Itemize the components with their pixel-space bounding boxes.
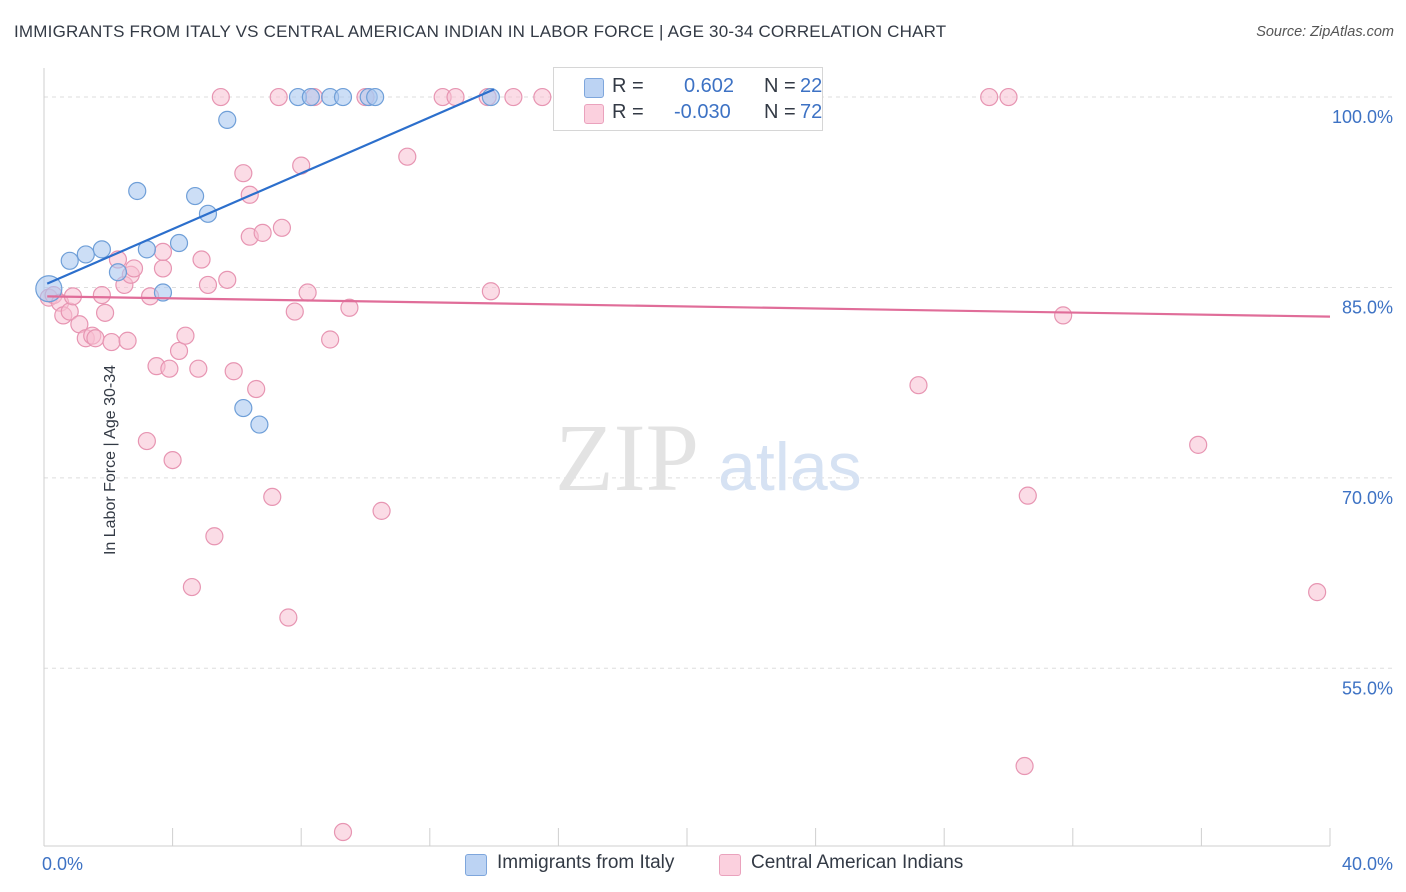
point-central-american-indians bbox=[95, 303, 115, 322]
point-central-american-indians bbox=[153, 259, 173, 278]
chart-title: IMMIGRANTS FROM ITALY VS CENTRAL AMERICA… bbox=[14, 22, 947, 41]
point-central-american-indians bbox=[218, 270, 237, 289]
point-central-american-indians bbox=[980, 87, 999, 107]
y-tick-label: 55.0% bbox=[1342, 678, 1393, 698]
point-central-american-indians bbox=[224, 362, 243, 381]
point-central-american-indians bbox=[372, 501, 391, 520]
point-central-american-indians bbox=[182, 577, 201, 597]
point-central-american-indians bbox=[118, 331, 137, 350]
point-immigrants-from-italy bbox=[366, 87, 385, 107]
point-central-american-indians bbox=[1308, 583, 1327, 602]
legend-r-label-central-american: R = bbox=[612, 101, 644, 123]
legend-r-value-central-american: -0.030 bbox=[674, 101, 731, 123]
point-immigrants-from-italy bbox=[333, 87, 353, 107]
point-central-american-indians bbox=[205, 527, 224, 546]
bottom-legend-swatch-central-american bbox=[719, 854, 741, 876]
point-central-american-indians bbox=[1018, 486, 1037, 505]
legend-n-label-central-american: N = bbox=[764, 101, 796, 123]
x-tick-label-min: 0.0% bbox=[42, 854, 83, 874]
x-tick-label-max: 40.0% bbox=[1342, 854, 1393, 874]
point-central-american-indians bbox=[169, 341, 189, 361]
point-immigrants-from-italy bbox=[76, 245, 95, 264]
axes bbox=[43, 68, 1331, 847]
legend-r-value-italy: 0.602 bbox=[684, 75, 735, 97]
y-tick-label: 85.0% bbox=[1342, 297, 1393, 317]
point-central-american-indians bbox=[279, 608, 298, 627]
legend-n-label-italy: N = bbox=[764, 75, 796, 97]
y-tick-label: 70.0% bbox=[1342, 488, 1393, 508]
point-central-american-indians bbox=[481, 282, 500, 301]
bottom-legend-label-central-american: Central American Indians bbox=[751, 852, 964, 873]
y-axis-label: In Labor Force | Age 30-34 bbox=[102, 364, 120, 556]
point-central-american-indians bbox=[176, 326, 195, 345]
point-immigrants-from-italy bbox=[250, 415, 269, 434]
point-immigrants-from-italy bbox=[92, 240, 111, 259]
point-immigrants-from-italy bbox=[128, 181, 147, 201]
source-label: Source: ZipAtlas.com bbox=[1256, 24, 1394, 40]
point-central-american-indians bbox=[247, 379, 266, 399]
trend-line-central-american-indians bbox=[47, 295, 1331, 318]
point-central-american-indians bbox=[333, 822, 353, 842]
legend-swatch-italy bbox=[584, 78, 604, 98]
series-italy-points bbox=[35, 87, 690, 434]
series-central-american-indians-points bbox=[39, 87, 1327, 842]
bottom-legend-label-italy: Immigrants from Italy bbox=[497, 852, 675, 873]
point-central-american-indians bbox=[1189, 435, 1208, 454]
y-tick-label: 100.0% bbox=[1332, 107, 1393, 127]
point-immigrants-from-italy bbox=[234, 398, 253, 418]
point-central-american-indians bbox=[86, 329, 105, 348]
legend-n-value-italy: 22 bbox=[800, 75, 823, 97]
point-immigrants-from-italy bbox=[108, 263, 128, 282]
point-central-american-indians bbox=[533, 87, 552, 107]
point-central-american-indians bbox=[285, 302, 304, 321]
point-central-american-indians bbox=[321, 330, 340, 349]
point-central-american-indians bbox=[163, 450, 182, 470]
point-central-american-indians bbox=[124, 259, 144, 278]
grid-lines bbox=[44, 96, 1392, 669]
point-immigrants-from-italy bbox=[169, 233, 189, 253]
watermark-atlas: atlas bbox=[718, 429, 862, 505]
x-tick-labels: 0.0% 40.0% bbox=[42, 854, 1393, 874]
point-central-american-indians bbox=[1054, 306, 1073, 325]
point-central-american-indians bbox=[298, 283, 317, 302]
point-immigrants-from-italy bbox=[186, 186, 205, 206]
point-central-american-indians bbox=[198, 275, 218, 295]
point-central-american-indians bbox=[263, 487, 282, 507]
watermark: ZIP atlas bbox=[555, 404, 862, 511]
watermark-zip: ZIP bbox=[555, 404, 699, 511]
trend-line-immigrants-from-italy bbox=[46, 88, 495, 285]
point-central-american-indians bbox=[999, 87, 1018, 107]
point-central-american-indians bbox=[102, 332, 121, 352]
bottom-legend-swatch-italy bbox=[465, 854, 487, 876]
point-central-american-indians bbox=[153, 242, 173, 262]
trend-lines bbox=[46, 88, 1331, 318]
legend-swatch-central-american bbox=[584, 104, 604, 124]
point-central-american-indians bbox=[253, 223, 272, 242]
point-central-american-indians bbox=[272, 218, 292, 237]
point-central-american-indians bbox=[192, 250, 211, 269]
point-central-american-indians bbox=[137, 431, 156, 451]
point-central-american-indians bbox=[211, 87, 230, 107]
legend-n-value-central-american: 72 bbox=[800, 101, 823, 123]
point-central-american-indians bbox=[234, 164, 253, 183]
point-central-american-indians bbox=[504, 87, 523, 107]
correlation-legend: R = 0.602 N = 22 R = -0.030 N = 72 bbox=[553, 67, 823, 131]
point-immigrants-from-italy bbox=[301, 87, 320, 107]
y-tick-labels: 55.0% 70.0% 85.0% 100.0% bbox=[1332, 107, 1393, 698]
point-immigrants-from-italy bbox=[218, 110, 237, 129]
point-central-american-indians bbox=[189, 359, 208, 378]
legend-r-label-italy: R = bbox=[612, 75, 644, 97]
point-central-american-indians bbox=[1015, 756, 1034, 776]
point-immigrants-from-italy bbox=[153, 283, 173, 302]
point-central-american-indians bbox=[909, 376, 928, 395]
point-central-american-indians bbox=[92, 285, 111, 305]
point-central-american-indians bbox=[269, 87, 288, 107]
point-central-american-indians bbox=[160, 359, 179, 378]
point-immigrants-from-italy bbox=[60, 251, 79, 270]
point-immigrants-from-italy bbox=[35, 275, 63, 303]
point-central-american-indians bbox=[398, 147, 417, 166]
point-central-american-indians bbox=[340, 298, 359, 317]
